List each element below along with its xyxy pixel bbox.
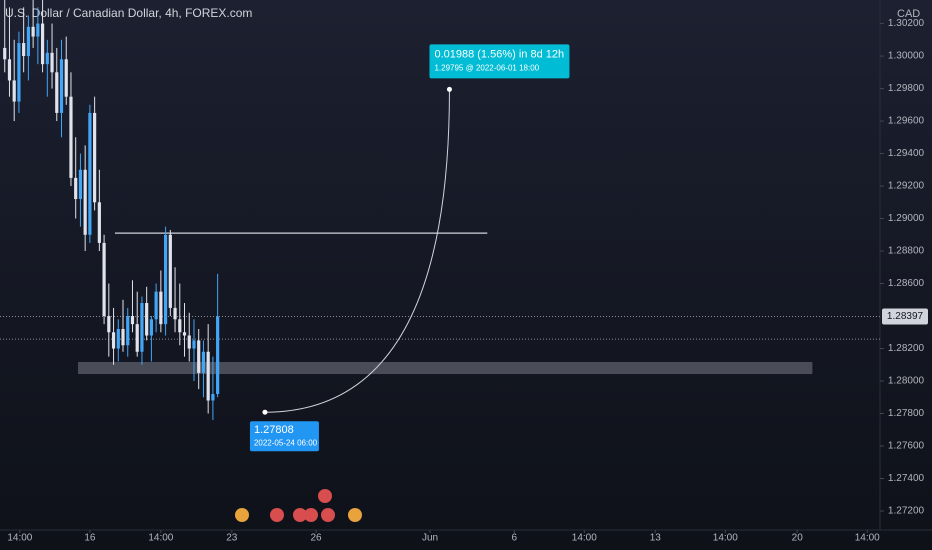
y-tick-label: 1.29600 bbox=[888, 116, 925, 127]
candle-body bbox=[55, 72, 59, 113]
event-icon bbox=[235, 508, 249, 522]
event-icon bbox=[321, 508, 335, 522]
candle-body bbox=[36, 23, 40, 37]
candle-body bbox=[168, 234, 172, 308]
currency-label: CAD bbox=[897, 8, 920, 20]
candle-body bbox=[22, 43, 26, 57]
x-tick-label: 20 bbox=[792, 533, 804, 544]
y-tick-label: 1.28600 bbox=[888, 278, 925, 289]
y-tick-label: 1.29000 bbox=[888, 213, 925, 224]
candle-body bbox=[17, 43, 21, 102]
event-icon bbox=[304, 508, 318, 522]
y-tick-label: 1.27800 bbox=[888, 408, 925, 419]
candle-body bbox=[7, 59, 12, 81]
candle-body bbox=[197, 340, 201, 373]
y-tick-label: 1.28800 bbox=[888, 246, 925, 257]
x-tick-label: 14:00 bbox=[713, 533, 738, 544]
x-tick-label: 13 bbox=[650, 533, 662, 544]
candle-body bbox=[12, 80, 16, 102]
candle-body bbox=[126, 316, 130, 346]
candle-body bbox=[74, 177, 78, 200]
candle-body bbox=[182, 332, 187, 336]
candle-body bbox=[88, 112, 92, 235]
event-icon bbox=[293, 508, 307, 522]
event-icon bbox=[318, 489, 332, 503]
x-tick-label: 14:00 bbox=[148, 533, 173, 544]
y-tick-label: 1.29400 bbox=[888, 148, 925, 159]
chart-title: U.S. Dollar / Canadian Dollar, 4h, FOREX… bbox=[5, 6, 252, 20]
y-tick-label: 1.29200 bbox=[888, 181, 925, 192]
candle-body bbox=[135, 324, 139, 352]
start-date-label: 2022-05-24 06:00 bbox=[254, 438, 318, 447]
end-label: 1.29795 @ 2022-06-01 18:00 bbox=[434, 63, 539, 72]
y-tick-label: 1.27200 bbox=[888, 506, 925, 517]
event-icon bbox=[270, 508, 284, 522]
candle-body bbox=[192, 340, 196, 349]
y-tick-label: 1.30200 bbox=[888, 18, 925, 29]
projection-start bbox=[262, 409, 268, 415]
candle-body bbox=[201, 351, 206, 373]
candle-body bbox=[40, 23, 45, 65]
projection-end bbox=[446, 86, 452, 92]
candle-body bbox=[116, 329, 120, 349]
last-price-label: 1.28397 bbox=[887, 311, 924, 322]
last-price-box bbox=[882, 308, 928, 325]
candle-body bbox=[163, 234, 168, 325]
candle-body bbox=[211, 394, 215, 401]
candle-body bbox=[45, 52, 49, 65]
candle-body bbox=[102, 242, 106, 317]
candle-body bbox=[187, 335, 191, 349]
candle-body bbox=[78, 169, 83, 200]
change-label: 0.01988 (1.56%) in 8d 12h bbox=[434, 48, 564, 60]
event-icons bbox=[235, 489, 362, 522]
candle-body bbox=[97, 202, 101, 243]
candle-body bbox=[130, 316, 135, 325]
candle-body bbox=[59, 59, 64, 113]
x-tick-label: 14:00 bbox=[7, 533, 32, 544]
candle-body bbox=[121, 329, 125, 346]
candle-body bbox=[3, 47, 7, 60]
candle-body bbox=[111, 332, 116, 349]
support-zone bbox=[78, 361, 813, 375]
start-label-box bbox=[249, 421, 319, 452]
start-price-label: 1.27808 bbox=[254, 424, 294, 436]
x-tick-label: 14:00 bbox=[855, 533, 880, 544]
candle-body bbox=[83, 169, 87, 235]
event-icon bbox=[348, 508, 362, 522]
candle-body bbox=[159, 291, 163, 325]
x-tick-label: 16 bbox=[84, 533, 96, 544]
y-tick-label: 1.28200 bbox=[888, 343, 925, 354]
candle-body bbox=[107, 316, 111, 333]
candle-body bbox=[206, 351, 210, 401]
y-tick-label: 1.29800 bbox=[888, 83, 925, 94]
candle-body bbox=[26, 26, 30, 57]
candle-body bbox=[69, 96, 73, 178]
candle-body bbox=[145, 303, 149, 336]
candle-body bbox=[173, 307, 177, 320]
candle-body bbox=[154, 291, 158, 320]
projection-curve bbox=[264, 89, 450, 413]
y-tick-label: 1.30000 bbox=[888, 51, 925, 62]
x-tick-label: 14:00 bbox=[572, 533, 597, 544]
candle-body bbox=[64, 59, 68, 97]
candle-body bbox=[31, 26, 35, 37]
y-tick-label: 1.28000 bbox=[888, 376, 925, 387]
candle-body bbox=[216, 316, 220, 395]
x-tick-label: 26 bbox=[310, 533, 322, 544]
candle-body bbox=[93, 112, 97, 203]
y-tick-label: 1.27600 bbox=[888, 441, 925, 452]
y-tick-label: 1.27400 bbox=[888, 473, 925, 484]
x-tick-label: Jun bbox=[422, 533, 438, 544]
change-label-box bbox=[429, 44, 570, 79]
candle-body bbox=[149, 319, 153, 336]
candle-body bbox=[140, 303, 144, 352]
x-tick-label: 23 bbox=[226, 533, 238, 544]
candle-body bbox=[178, 319, 182, 333]
candle-body bbox=[50, 52, 54, 73]
x-tick-label: 6 bbox=[511, 533, 517, 544]
